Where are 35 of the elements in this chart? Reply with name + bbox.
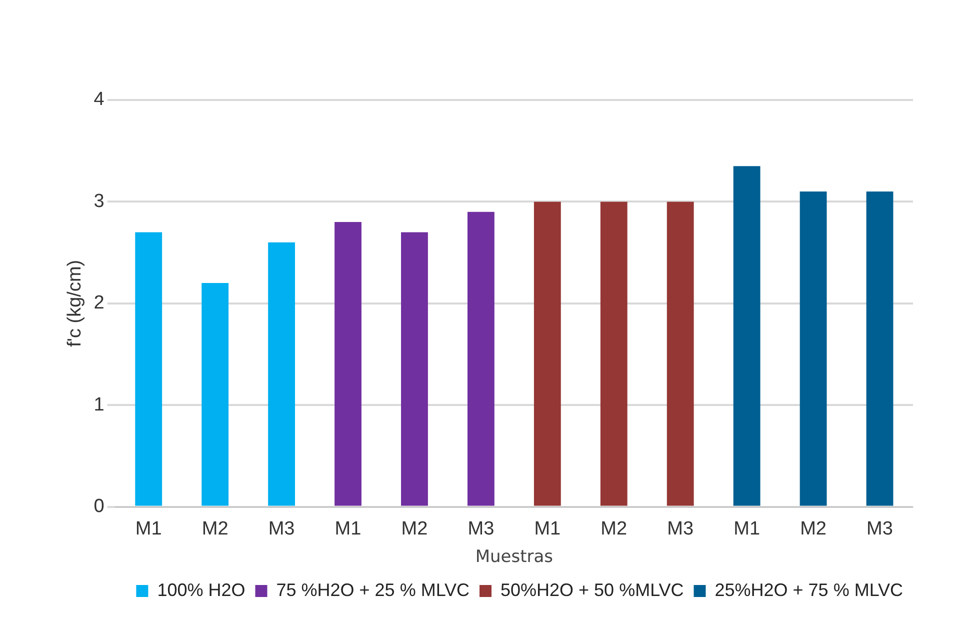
x-tick-label: M1 (534, 518, 561, 540)
bar (534, 202, 561, 506)
x-tick-label: M3 (667, 518, 694, 540)
y-tick-label: 4 (94, 89, 105, 110)
bar (401, 232, 428, 506)
x-tick-label: M2 (800, 518, 826, 540)
y-axis-title: f'c (kg/cm) (64, 260, 86, 347)
bar (202, 283, 229, 506)
x-tick-label: M1 (135, 518, 162, 540)
legend-label: 75 %H2O + 25 % MLVC (276, 580, 470, 600)
bar (334, 222, 362, 506)
bar (268, 242, 295, 506)
bar (800, 192, 827, 506)
bar (866, 192, 894, 506)
y-tick-label: 2 (94, 292, 104, 314)
y-tick-label: 0 (94, 496, 104, 518)
y-tick-label: 1 (94, 394, 104, 416)
x-tick-label: M3 (468, 518, 494, 540)
x-tick-label: M2 (401, 518, 428, 540)
x-tick-label: M3 (866, 518, 893, 540)
bar (135, 232, 162, 506)
bar (733, 166, 760, 506)
bar (666, 202, 694, 506)
legend-label: 25%H2O + 75 % MLVC (714, 580, 904, 600)
bar (600, 202, 628, 506)
x-tick-label: M3 (268, 518, 295, 540)
x-tick-label: M2 (600, 518, 628, 540)
x-tick-label: M1 (734, 518, 760, 540)
legend-label: 100% H2O (157, 580, 246, 600)
x-tick-label: M1 (334, 518, 362, 540)
y-tick-label: 3 (94, 190, 104, 212)
x-axis-title: Muestras (475, 547, 554, 568)
legend-label: 50%H2O + 50 %MLVC (500, 580, 684, 600)
x-tick-label: M2 (202, 518, 228, 540)
bar (467, 212, 494, 506)
